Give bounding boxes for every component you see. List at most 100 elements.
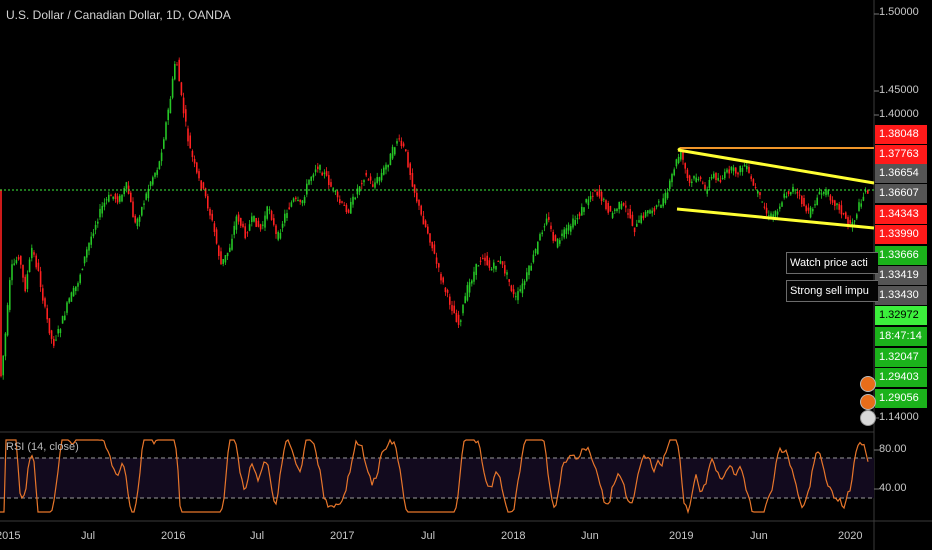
candle-body: [200, 180, 202, 190]
candle-body: [262, 224, 264, 226]
candle-body: [658, 201, 660, 203]
candle-body: [405, 149, 407, 151]
candle-body: [433, 244, 436, 254]
settings-icon[interactable]: [860, 410, 876, 426]
candle-body: [154, 172, 156, 177]
price-tag: 1.33430: [875, 286, 927, 305]
candle-body: [534, 249, 537, 254]
candle-body: [794, 189, 796, 191]
candle-body: [567, 224, 570, 231]
candle-body: [616, 208, 618, 211]
candle-body: [431, 241, 433, 249]
candle-body: [515, 296, 517, 298]
candle-body: [319, 164, 321, 170]
candle-body: [149, 181, 152, 186]
candle-body: [332, 187, 334, 189]
candle-body: [541, 232, 543, 234]
candle-body: [840, 205, 843, 215]
candle-body: [416, 192, 418, 202]
candle-body: [765, 207, 768, 214]
candle-body: [42, 288, 44, 301]
candle-body: [297, 200, 299, 201]
candle-body: [211, 213, 213, 221]
candle-body: [352, 196, 354, 205]
candle-body: [732, 167, 735, 172]
candle-body: [66, 302, 68, 313]
candle-body: [526, 272, 528, 281]
candle-body: [457, 314, 460, 325]
candle-body: [235, 216, 238, 230]
candle-body: [0, 189, 2, 377]
candle-body: [339, 199, 341, 203]
candle-body: [757, 190, 759, 194]
candle-body: [618, 201, 620, 210]
candle-body: [55, 339, 57, 341]
candle-body: [266, 206, 268, 219]
candle-body: [409, 163, 411, 175]
candle-body: [710, 177, 713, 179]
candle-body: [286, 213, 288, 218]
candle-body: [387, 164, 389, 168]
candle-body: [809, 207, 812, 218]
price-axis-label: 1.40000: [879, 108, 919, 120]
candle-body: [191, 150, 194, 158]
candle-body: [273, 218, 275, 225]
candle-body: [501, 261, 504, 265]
candle-body: [165, 122, 167, 140]
candle-body: [103, 202, 106, 207]
candle-body: [222, 259, 224, 264]
candle-body: [453, 305, 455, 314]
candle-body: [429, 233, 431, 243]
candle-body: [715, 172, 717, 180]
candle-body: [814, 204, 816, 206]
candle-body: [763, 206, 766, 208]
candle-body: [644, 211, 647, 217]
candle-body: [739, 166, 741, 173]
candle-body: [823, 191, 825, 194]
candle-body: [779, 206, 781, 209]
candle-body: [83, 256, 86, 264]
candle-body: [13, 263, 15, 265]
candle-body: [385, 164, 387, 170]
candle-body: [330, 182, 332, 187]
candle-body: [473, 271, 475, 282]
price-tag: 1.33990: [875, 225, 927, 244]
candle-body: [475, 263, 477, 275]
candle-body: [233, 225, 235, 235]
candle-body: [180, 82, 183, 95]
candle-body: [862, 196, 865, 201]
candle-body: [354, 197, 356, 200]
candle-body: [728, 169, 730, 174]
candle-body: [640, 215, 642, 223]
candle-body: [361, 183, 363, 185]
candle-body: [413, 184, 416, 193]
candle-body: [611, 213, 614, 218]
candle-body: [303, 197, 306, 204]
price-tag: 1.34343: [875, 205, 927, 224]
text-note-callout[interactable]: Watch price acti: [786, 252, 878, 274]
candle-body: [134, 215, 136, 223]
candle-body: [776, 211, 779, 215]
candle-body: [787, 191, 790, 195]
candle-body: [864, 190, 867, 192]
candle-body: [356, 188, 359, 195]
candle-body: [622, 203, 625, 206]
candle-body: [374, 182, 376, 188]
candle-body: [677, 157, 680, 163]
candle-body: [407, 152, 409, 168]
candle-body: [746, 166, 748, 170]
candle-body: [75, 286, 77, 291]
candle-body: [226, 252, 229, 257]
alert-icon[interactable]: [860, 376, 876, 392]
candle-body: [858, 202, 860, 211]
candle-body: [559, 240, 561, 244]
alert-icon[interactable]: [860, 394, 876, 410]
text-note-callout[interactable]: Strong sell impu: [786, 280, 878, 302]
candle-body: [112, 196, 114, 199]
candle-body: [9, 280, 11, 310]
candle-body: [198, 171, 200, 179]
candle-body: [506, 272, 508, 275]
candle-body: [268, 209, 271, 211]
price-tag: 1.38048: [875, 125, 927, 144]
